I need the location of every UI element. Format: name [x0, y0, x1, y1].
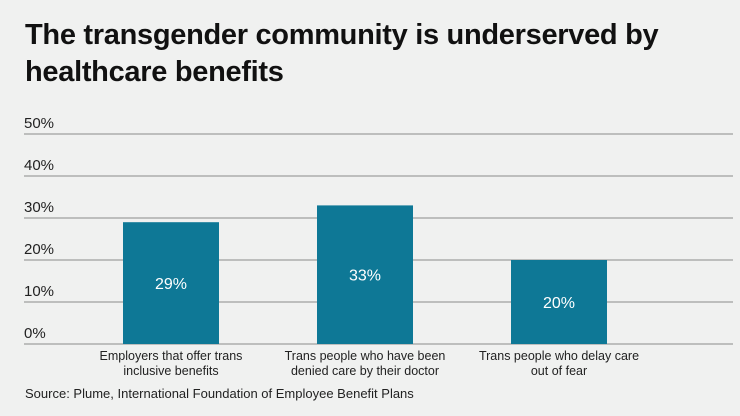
source-note: Source: Plume, International Foundation …: [25, 386, 414, 401]
y-tick-label: 0%: [24, 325, 46, 342]
bar: [123, 222, 219, 344]
data-label: 29%: [155, 276, 187, 293]
bar: [511, 260, 607, 344]
y-tick-label: 20%: [24, 241, 54, 258]
data-label: 20%: [543, 295, 575, 312]
chart-title: The transgender community is underserved…: [25, 19, 659, 88]
y-tick-label: 50%: [24, 115, 54, 132]
data-label: 33%: [349, 268, 381, 285]
x-tick-label: Trans people who delay care: [479, 349, 639, 363]
x-tick-label: Trans people who have been: [285, 349, 446, 363]
bar: [317, 205, 413, 344]
x-tick-label: out of fear: [531, 364, 587, 378]
y-tick-label: 10%: [24, 283, 54, 300]
y-tick-label: 40%: [24, 157, 54, 174]
x-tick-label: Employers that offer trans: [100, 349, 243, 363]
y-tick-label: 30%: [24, 199, 54, 216]
x-tick-label: denied care by their doctor: [291, 364, 439, 378]
x-tick-label: inclusive benefits: [123, 364, 218, 378]
